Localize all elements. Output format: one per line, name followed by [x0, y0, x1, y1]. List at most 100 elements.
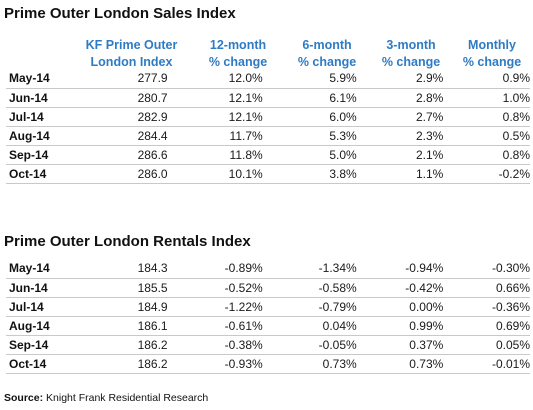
- table-row: Jul-14 282.9 12.1% 6.0% 2.7% 0.8%: [6, 107, 530, 127]
- table-cell: -1.34%: [262, 259, 357, 279]
- table-cell: -0.36%: [443, 297, 530, 317]
- table-row: Sep-14 286.6 11.8% 5.0% 2.1% 0.8%: [6, 145, 530, 165]
- table-row: Oct-14 286.0 10.1% 3.8% 1.1% -0.2%: [6, 164, 530, 184]
- row-month: Jul-14: [6, 297, 86, 317]
- row-month: Sep-14: [6, 145, 86, 165]
- table-cell: 6.0%: [262, 107, 357, 127]
- table-row: Jul-14 184.9 -1.22% -0.79% 0.00% -0.36%: [6, 297, 530, 317]
- row-month: Oct-14: [6, 354, 86, 374]
- table-cell: 5.3%: [262, 126, 357, 146]
- header-line: KF Prime Outer: [85, 38, 178, 52]
- table-cell: 284.4: [85, 126, 168, 146]
- source-text: Knight Frank Residential Research: [46, 392, 209, 404]
- table-cell: 184.3: [85, 259, 168, 279]
- table-cell: 2.1%: [356, 145, 444, 165]
- table-cell: -0.58%: [262, 278, 357, 298]
- table-cell: 12.1%: [167, 88, 263, 108]
- table-cell: 2.7%: [356, 107, 444, 127]
- header-line: % change: [208, 55, 268, 69]
- row-month: Sep-14: [6, 335, 86, 355]
- header-line: 6-month: [302, 38, 352, 52]
- table-row: Aug-14 284.4 11.7% 5.3% 2.3% 0.5%: [6, 126, 530, 146]
- table-cell: 11.8%: [167, 145, 263, 165]
- table-cell: 0.00%: [356, 297, 444, 317]
- header-kf-index: KF Prime Outer London Index: [74, 37, 189, 71]
- row-month: May-14: [6, 69, 86, 89]
- table-cell: 0.8%: [443, 145, 530, 165]
- table-cell: -0.05%: [262, 335, 357, 355]
- table-cell: 5.9%: [262, 69, 357, 89]
- header-12-month: 12-month % change: [198, 37, 278, 71]
- header-line: % change: [462, 55, 522, 69]
- header-6-month: 6-month % change: [287, 37, 367, 71]
- table-cell: 0.8%: [443, 107, 530, 127]
- header-line: % change: [381, 55, 441, 69]
- table-cell: 1.1%: [356, 164, 444, 184]
- sales-table: May-14 277.9 12.0% 5.9% 2.9% 0.9% Jun-14 280.7 1…: [6, 69, 530, 184]
- table-cell: 280.7: [85, 88, 168, 108]
- table-cell: -0.01%: [443, 354, 530, 374]
- table-cell: 186.2: [85, 354, 168, 374]
- table-cell: 0.73%: [262, 354, 357, 374]
- table-cell: 184.9: [85, 297, 168, 317]
- table-cell: 0.69%: [443, 316, 530, 336]
- table-cell: 186.2: [85, 335, 168, 355]
- table-cell: -0.30%: [443, 259, 530, 279]
- table-cell: 0.99%: [356, 316, 444, 336]
- source-label: Source:: [4, 392, 44, 404]
- row-month: May-14: [6, 259, 86, 279]
- table-row: Jun-14 280.7 12.1% 6.1% 2.8% 1.0%: [6, 88, 530, 108]
- table-row: Oct-14 186.2 -0.93% 0.73% 0.73% -0.01%: [6, 354, 530, 374]
- table-cell: 286.0: [85, 164, 168, 184]
- row-month: Aug-14: [6, 316, 86, 336]
- table-cell: -0.79%: [262, 297, 357, 317]
- table-cell: -0.89%: [167, 259, 263, 279]
- table-row: Aug-14 186.1 -0.61% 0.04% 0.99% 0.69%: [6, 316, 530, 336]
- table-cell: -0.2%: [443, 164, 530, 184]
- table-cell: 10.1%: [167, 164, 263, 184]
- header-line: 12-month: [209, 38, 267, 52]
- table-cell: 0.66%: [443, 278, 530, 298]
- table-row: May-14 184.3 -0.89% -1.34% -0.94% -0.30%: [6, 259, 530, 279]
- rentals-table: May-14 184.3 -0.89% -1.34% -0.94% -0.30% Jun-1…: [6, 259, 530, 374]
- table-cell: -0.61%: [167, 316, 263, 336]
- table-cell: 11.7%: [167, 126, 263, 146]
- table-cell: 12.0%: [167, 69, 263, 89]
- table-cell: 186.1: [85, 316, 168, 336]
- row-month: Jun-14: [6, 88, 86, 108]
- table-cell: 2.3%: [356, 126, 444, 146]
- table-cell: -0.94%: [356, 259, 444, 279]
- row-month: Jul-14: [6, 107, 86, 127]
- header-line: 3-month: [386, 38, 436, 52]
- header-line: Monthly: [468, 38, 516, 52]
- table-row: Jun-14 185.5 -0.52% -0.58% -0.42% 0.66%: [6, 278, 530, 298]
- table-cell: 0.5%: [443, 126, 530, 146]
- sales-index-title: Prime Outer London Sales Index: [4, 5, 236, 22]
- row-month: Jun-14: [6, 278, 86, 298]
- header-line: London Index: [90, 55, 173, 69]
- table-cell: 286.6: [85, 145, 168, 165]
- header-line: % change: [297, 55, 357, 69]
- table-cell: 0.37%: [356, 335, 444, 355]
- table-cell: 3.8%: [262, 164, 357, 184]
- table-cell: -0.93%: [167, 354, 263, 374]
- table-cell: 6.1%: [262, 88, 357, 108]
- table-cell: 1.0%: [443, 88, 530, 108]
- table-cell: 0.73%: [356, 354, 444, 374]
- source-note: Source: Knight Frank Residential Researc…: [4, 392, 208, 404]
- table-cell: 185.5: [85, 278, 168, 298]
- table-cell: 282.9: [85, 107, 168, 127]
- row-month: Aug-14: [6, 126, 86, 146]
- table-cell: 5.0%: [262, 145, 357, 165]
- rentals-index-title: Prime Outer London Rentals Index: [4, 233, 251, 250]
- table-cell: 2.8%: [356, 88, 444, 108]
- table-cell: 0.04%: [262, 316, 357, 336]
- table-cell: 0.9%: [443, 69, 530, 89]
- table-cell: -1.22%: [167, 297, 263, 317]
- table-row: Sep-14 186.2 -0.38% -0.05% 0.37% 0.05%: [6, 335, 530, 355]
- table-cell: -0.38%: [167, 335, 263, 355]
- table-cell: 2.9%: [356, 69, 444, 89]
- table-cell: 0.05%: [443, 335, 530, 355]
- table-cell: 12.1%: [167, 107, 263, 127]
- table-cell: 277.9: [85, 69, 168, 89]
